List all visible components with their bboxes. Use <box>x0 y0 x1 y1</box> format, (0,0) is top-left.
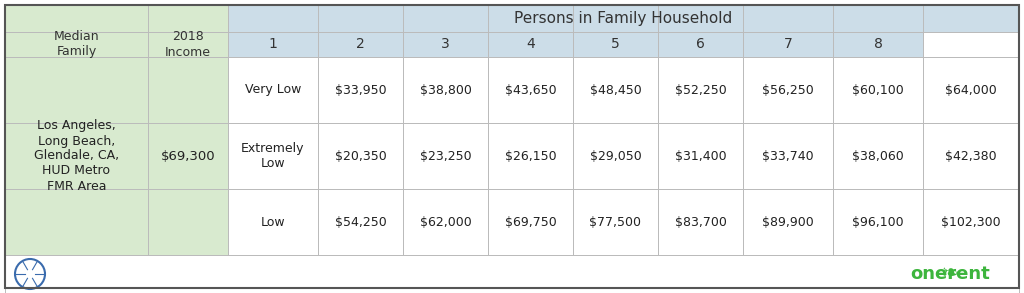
Text: 2018
Income: 2018 Income <box>165 30 211 59</box>
Text: 5: 5 <box>611 38 620 52</box>
Text: $29,050: $29,050 <box>590 149 641 163</box>
Text: $62,000: $62,000 <box>420 215 471 229</box>
Bar <box>148 32 228 57</box>
Text: $69,300: $69,300 <box>161 149 215 163</box>
Bar <box>5 255 1019 293</box>
Bar <box>318 123 403 189</box>
Bar <box>5 32 148 57</box>
Bar <box>318 57 403 123</box>
Text: $31,400: $31,400 <box>675 149 726 163</box>
Text: $52,250: $52,250 <box>675 84 726 96</box>
Text: $48,450: $48,450 <box>590 84 641 96</box>
Bar <box>403 189 488 255</box>
Text: $33,950: $33,950 <box>335 84 386 96</box>
Bar <box>488 123 573 189</box>
Bar <box>743 123 833 189</box>
Text: $43,650: $43,650 <box>505 84 556 96</box>
Bar <box>228 5 1019 32</box>
Text: 8: 8 <box>873 38 883 52</box>
Text: Persons in Family Household: Persons in Family Household <box>514 11 732 26</box>
Text: 4: 4 <box>526 38 535 52</box>
Text: $38,060: $38,060 <box>852 149 904 163</box>
Bar <box>228 32 318 57</box>
Bar <box>923 57 1019 123</box>
Bar <box>658 189 743 255</box>
Text: Median
Family: Median Family <box>53 30 99 59</box>
Text: $38,800: $38,800 <box>420 84 471 96</box>
Bar <box>833 189 923 255</box>
Bar <box>228 123 318 189</box>
Bar <box>743 189 833 255</box>
Bar <box>833 57 923 123</box>
Text: $60,100: $60,100 <box>852 84 904 96</box>
Bar <box>743 32 833 57</box>
Bar <box>228 189 318 255</box>
Bar <box>923 123 1019 189</box>
Text: Los Angeles,
Long Beach,
Glendale, CA,
HUD Metro
FMR Area: Los Angeles, Long Beach, Glendale, CA, H… <box>34 120 119 193</box>
Text: 2: 2 <box>356 38 365 52</box>
Bar <box>318 32 403 57</box>
Text: 6: 6 <box>696 38 705 52</box>
Bar <box>488 32 573 57</box>
Bar <box>148 57 228 255</box>
Bar <box>228 57 318 123</box>
Bar <box>573 32 658 57</box>
Text: $83,700: $83,700 <box>675 215 726 229</box>
Bar <box>318 189 403 255</box>
Text: $64,000: $64,000 <box>945 84 997 96</box>
Bar <box>743 57 833 123</box>
Text: $54,250: $54,250 <box>335 215 386 229</box>
Bar <box>658 123 743 189</box>
Text: $96,100: $96,100 <box>852 215 904 229</box>
Bar <box>5 5 228 32</box>
Bar <box>573 123 658 189</box>
Bar <box>488 57 573 123</box>
Text: $42,380: $42,380 <box>945 149 996 163</box>
Bar <box>573 57 658 123</box>
Text: $33,740: $33,740 <box>762 149 814 163</box>
Bar <box>403 123 488 189</box>
Bar <box>833 123 923 189</box>
Text: onerent: onerent <box>910 265 990 283</box>
Text: Very Low: Very Low <box>245 84 301 96</box>
Bar <box>573 189 658 255</box>
Text: $77,500: $77,500 <box>590 215 641 229</box>
Text: $56,250: $56,250 <box>762 84 814 96</box>
Text: $89,900: $89,900 <box>762 215 814 229</box>
Bar <box>658 32 743 57</box>
Text: $102,300: $102,300 <box>941 215 1000 229</box>
Text: 7: 7 <box>783 38 793 52</box>
Bar <box>5 57 148 255</box>
Bar <box>833 32 923 57</box>
Bar <box>923 189 1019 255</box>
Text: $69,750: $69,750 <box>505 215 556 229</box>
Text: $23,250: $23,250 <box>420 149 471 163</box>
Bar <box>658 57 743 123</box>
Text: Extremely
Low: Extremely Low <box>242 142 305 170</box>
Text: $20,350: $20,350 <box>335 149 386 163</box>
Bar <box>403 32 488 57</box>
Text: 3: 3 <box>441 38 450 52</box>
Text: ❧: ❧ <box>941 264 959 284</box>
Text: $26,150: $26,150 <box>505 149 556 163</box>
Bar <box>403 57 488 123</box>
Text: 1: 1 <box>268 38 278 52</box>
Text: Low: Low <box>261 215 286 229</box>
Bar <box>488 189 573 255</box>
